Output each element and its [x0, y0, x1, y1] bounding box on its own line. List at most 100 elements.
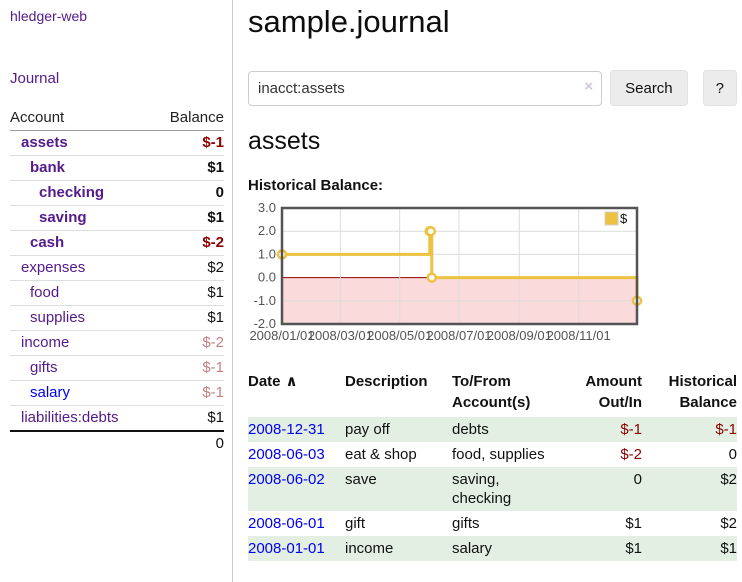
svg-text:3.0: 3.0	[258, 200, 276, 215]
transaction-accounts: gifts	[452, 515, 480, 532]
transaction-amount: $-1	[554, 417, 642, 442]
account-balance: $1	[152, 280, 224, 306]
account-row: cash $-2	[10, 230, 224, 256]
register-header-date[interactable]: Date ∧	[248, 373, 298, 390]
account-balance: $-1	[202, 134, 224, 151]
clear-search-icon[interactable]: ×	[584, 77, 594, 95]
account-row: food $1	[10, 280, 224, 306]
account-link[interactable]: food	[30, 284, 60, 301]
sidebar-item-journal[interactable]: Journal	[10, 70, 60, 87]
register-table: Date ∧ Description To/From Account(s) Amo…	[248, 369, 737, 561]
transaction-description: gift	[345, 515, 366, 532]
transaction-description: save	[345, 467, 452, 511]
account-link[interactable]: bank	[30, 159, 66, 176]
register-row: 2008-06-01 gift gifts $1 $2	[248, 511, 737, 536]
transaction-description: pay off	[345, 417, 452, 442]
register-row: 2008-06-03 eat & shop food, supplies $-2 0	[248, 442, 737, 467]
account-link[interactable]: salary	[30, 384, 71, 401]
register-header-balance: Historical Balance	[668, 373, 737, 411]
account-link[interactable]: saving	[39, 209, 87, 226]
transaction-balance: $-1	[642, 417, 737, 442]
account-link[interactable]: checking	[39, 184, 105, 201]
transaction-date-link[interactable]: 2008-06-01	[248, 515, 325, 532]
help-button[interactable]: ?	[702, 70, 737, 106]
account-link[interactable]: assets	[21, 134, 68, 151]
accounts-total-row: 0	[10, 430, 224, 456]
account-row: checking 0	[10, 180, 224, 206]
account-link[interactable]: liabilities:debts	[21, 409, 119, 426]
account-balance: $1	[152, 155, 224, 181]
account-balance: $-1	[152, 355, 224, 381]
svg-text:2008/09/01: 2008/09/01	[487, 328, 552, 343]
transaction-accounts: food, supplies	[452, 446, 545, 463]
transaction-balance: $2	[720, 515, 737, 532]
svg-text:2008/01/01: 2008/01/01	[249, 328, 314, 343]
account-row: salary $-1	[10, 380, 224, 406]
account-row: liabilities:debts $1	[10, 405, 224, 431]
account-row: gifts $-1	[10, 355, 224, 381]
svg-text:2008/05/01: 2008/05/01	[367, 328, 432, 343]
main-content: sample.journal × Search ? assets Histori…	[248, 0, 737, 561]
account-row: supplies $1	[10, 305, 224, 331]
transaction-date-link[interactable]: 2008-01-01	[248, 540, 325, 557]
account-row: income $-2	[10, 330, 224, 356]
account-link[interactable]: gifts	[30, 359, 58, 376]
transaction-balance: $1	[642, 536, 737, 561]
transaction-date-link[interactable]: 2008-06-03	[248, 446, 325, 463]
account-link[interactable]: supplies	[30, 309, 86, 326]
transaction-amount: $1	[554, 536, 642, 561]
account-row: expenses $2	[10, 255, 224, 281]
transaction-description: income	[345, 536, 452, 561]
transaction-balance: $2	[642, 467, 737, 511]
svg-text:2008/03/01: 2008/03/01	[308, 328, 373, 343]
svg-text:-1.0: -1.0	[254, 293, 276, 308]
transaction-amount: 0	[554, 467, 642, 511]
accounts-total: 0	[152, 430, 224, 456]
transaction-balance: 0	[728, 446, 737, 463]
accounts-header-balance: Balance	[152, 107, 224, 131]
transaction-accounts: debts	[452, 417, 554, 442]
register-header-amount: Amount Out/In	[585, 373, 642, 411]
accounts-table: Account Balance assets $-1 bank $1 checking 0…	[10, 107, 224, 456]
svg-text:$: $	[620, 211, 628, 226]
transaction-accounts: saving, checking	[452, 467, 554, 511]
sort-ascending-icon: ∧	[285, 373, 298, 390]
account-heading: assets	[248, 127, 321, 155]
account-balance: $1	[152, 405, 224, 431]
search-input[interactable]	[248, 70, 603, 106]
transaction-accounts: salary	[452, 536, 554, 561]
account-row: assets $-1	[10, 131, 224, 156]
account-row: saving $1	[10, 205, 224, 231]
register-row: 2008-01-01 income salary $1 $1	[248, 536, 737, 561]
account-link[interactable]: expenses	[21, 259, 86, 276]
search-button[interactable]: Search	[610, 70, 688, 106]
svg-text:-2.0: -2.0	[254, 316, 276, 331]
search-form: × Search ?	[248, 70, 737, 106]
register-header-accounts: To/From Account(s)	[452, 373, 531, 411]
sidebar: hledger-web Journal Account Balance asse…	[0, 0, 233, 582]
transaction-date-link[interactable]: 2008-12-31	[248, 421, 325, 438]
chart-title: Historical Balance:	[248, 177, 384, 194]
account-balance: $1	[152, 205, 224, 231]
account-link[interactable]: cash	[30, 234, 65, 251]
svg-text:2.0: 2.0	[258, 223, 276, 238]
account-link[interactable]: income	[21, 334, 70, 351]
account-balance: $-2	[152, 230, 224, 256]
chart-canvas: 3.0 2.0 1.0 0.0 -1.0 -2.02008/01/012008/03/01…	[249, 200, 643, 343]
transaction-date-link[interactable]: 2008-06-02	[248, 471, 325, 488]
account-balance: $2	[152, 255, 224, 281]
svg-text:2008/11/01: 2008/11/01	[547, 328, 611, 343]
app-brand-link[interactable]: hledger-web	[10, 8, 88, 24]
account-balance: $1	[152, 305, 224, 331]
page-title: sample.journal	[248, 4, 450, 39]
transaction-amount: $1	[625, 515, 642, 532]
svg-text:2008/07/01: 2008/07/01	[426, 328, 491, 343]
historical-balance-chart: 3.0 2.0 1.0 0.0 -1.0 -2.0 2008/01/01 2008/03/01…	[248, 200, 737, 353]
transaction-description: eat & shop	[345, 446, 417, 463]
transaction-amount: $-2	[620, 446, 642, 463]
account-balance: $-2	[152, 330, 224, 356]
register-row: 2008-12-31 pay off debts $-1 $-1	[248, 417, 737, 442]
accounts-header-account: Account	[10, 107, 153, 131]
register-header-description: Description	[345, 373, 428, 390]
svg-text:0.0: 0.0	[258, 270, 276, 285]
